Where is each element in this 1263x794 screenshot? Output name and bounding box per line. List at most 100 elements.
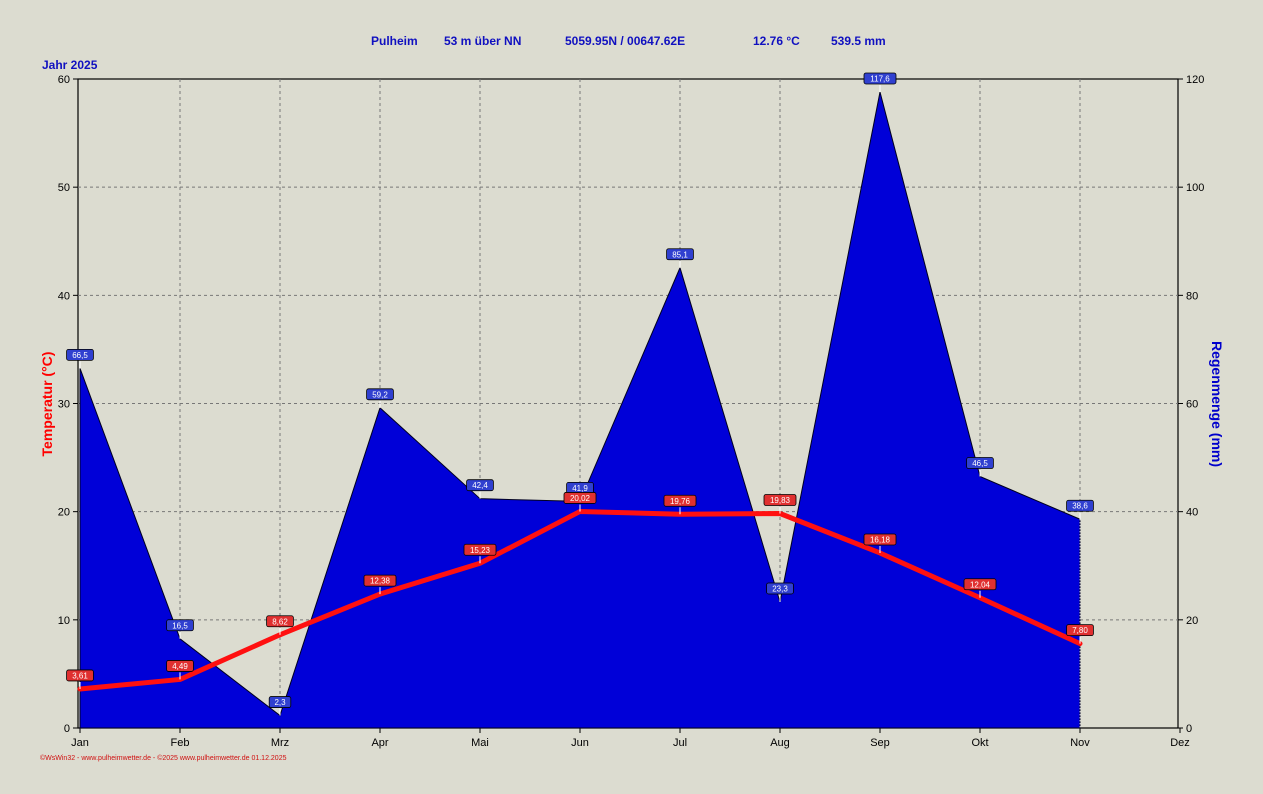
- y-right-tick-label: 40: [1186, 507, 1198, 519]
- data-label-text: 12,04: [970, 580, 991, 589]
- temperature-data-label: 12,04: [963, 578, 997, 598]
- data-label-text: 42,4: [472, 481, 488, 490]
- y-left-tick-label: 30: [58, 399, 70, 411]
- data-label-text: 38,6: [1072, 502, 1088, 511]
- x-tick-label: Mrz: [271, 737, 289, 749]
- data-label-box: [666, 248, 694, 261]
- rain-data-label: 59,2: [366, 388, 394, 408]
- data-label-box: [966, 457, 994, 469]
- x-tick-label: Jun: [571, 737, 589, 749]
- station-altitude: 53 m über NN: [444, 34, 522, 48]
- data-label-text: 15,23: [470, 546, 491, 555]
- data-label-box: [863, 72, 897, 85]
- data-label-box: [863, 533, 897, 546]
- station-name: Pulheim: [371, 34, 418, 48]
- data-label-box: [763, 494, 797, 506]
- temperature-data-label: 16,18: [863, 533, 897, 553]
- data-label-text: 66,5: [72, 351, 88, 360]
- data-label-box: [268, 696, 292, 708]
- rain-data-label: 85,1: [666, 248, 694, 268]
- x-tick-label: Nov: [1070, 737, 1090, 749]
- data-label-text: 59,2: [372, 390, 388, 399]
- rain-data-label: 16,5: [166, 619, 194, 639]
- data-label-text: 16,5: [172, 621, 188, 630]
- data-label-box: [1066, 499, 1094, 512]
- temperature-data-label: 19,83: [763, 494, 797, 514]
- x-tick-label: Feb: [171, 737, 190, 749]
- data-label-box: [663, 494, 697, 507]
- data-label-box: [366, 388, 394, 401]
- y-right-tick-label: 20: [1186, 615, 1198, 627]
- y-left-tick-label: 20: [58, 507, 70, 519]
- y-right-tick-label: 100: [1186, 182, 1204, 194]
- data-label-text: 3,61: [72, 671, 88, 680]
- y-right-axis-title: Regenmenge (mm): [1209, 341, 1225, 467]
- data-label-text: 2,3: [274, 698, 286, 707]
- temperature-data-label: 4,49: [166, 660, 194, 680]
- rain-data-label: 66,5: [66, 348, 94, 369]
- data-label-box: [66, 348, 94, 361]
- x-tick-label: Sep: [870, 737, 890, 749]
- data-label-text: 23,3: [772, 584, 788, 593]
- data-label-text: 46,5: [972, 459, 988, 468]
- data-label-box: [166, 619, 194, 632]
- y-left-tick-label: 0: [64, 723, 70, 735]
- x-tick-label: Jan: [71, 737, 89, 749]
- data-label-text: 20,02: [570, 494, 591, 503]
- data-label-text: 12,38: [370, 577, 391, 586]
- temperature-data-label: 15,23: [463, 543, 497, 564]
- data-label-box: [66, 669, 94, 682]
- temperature-data-label: 12,38: [363, 574, 397, 595]
- copyright-footer: ©WsWin32 - www.pulheimwetter.de - ©2025 …: [40, 755, 287, 762]
- y-right-tick-label: 60: [1186, 399, 1198, 411]
- y-right-tick-label: 80: [1186, 290, 1198, 302]
- data-label-box: [563, 492, 597, 504]
- data-label-box: [363, 574, 397, 587]
- data-label-text: 117,6: [870, 74, 890, 83]
- temperature-data-label: 3,61: [66, 669, 94, 689]
- x-tick-label: Aug: [770, 737, 790, 749]
- y-right-tick-label: 120: [1186, 74, 1204, 86]
- station-coordinates: 5059.95N / 00647.62E: [565, 34, 686, 48]
- y-left-axis-title: Temperatur (°C): [39, 352, 55, 457]
- rain-data-label: 42,4: [466, 479, 494, 499]
- y-left-tick-label: 50: [58, 182, 70, 194]
- rain-data-label: 117,6: [863, 72, 897, 92]
- y-left-tick-label: 10: [58, 615, 70, 627]
- data-label-text: 19,83: [770, 496, 791, 505]
- rain-data-label: 38,6: [1066, 499, 1094, 520]
- temperature-data-label: 7,80: [1066, 624, 1094, 644]
- data-label-box: [266, 615, 294, 628]
- y-left-tick-label: 60: [58, 74, 70, 86]
- y-left-tick-label: 40: [58, 290, 70, 302]
- rain-data-label: 23,3: [766, 582, 794, 602]
- data-label-text: 85,1: [672, 250, 688, 259]
- data-label-text: 7,80: [1072, 626, 1088, 635]
- data-label-box: [166, 660, 194, 672]
- data-label-text: 19,76: [670, 497, 691, 506]
- x-tick-label: Apr: [371, 737, 388, 749]
- x-tick-label: Mai: [471, 737, 489, 749]
- total-rain: 539.5 mm: [831, 34, 886, 48]
- rain-data-label: 46,5: [966, 457, 994, 477]
- rain-data-label: 2,3: [268, 696, 292, 716]
- y-right-tick-label: 0: [1186, 723, 1192, 735]
- data-label-box: [463, 543, 497, 556]
- data-label-text: 8,62: [272, 617, 288, 626]
- temperature-data-label: 20,02: [563, 492, 597, 512]
- data-label-box: [963, 578, 997, 591]
- temperature-data-label: 8,62: [266, 615, 294, 635]
- average-temperature: 12.76 °C: [753, 34, 800, 48]
- x-tick-label: Dez: [1170, 737, 1190, 749]
- x-tick-label: Jul: [673, 737, 687, 749]
- year-label: Jahr 2025: [42, 58, 98, 72]
- data-label-text: 4,49: [172, 662, 188, 671]
- data-label-text: 16,18: [870, 535, 891, 544]
- data-label-box: [766, 582, 794, 595]
- data-label-box: [1066, 624, 1094, 637]
- temperature-data-label: 19,76: [663, 494, 697, 515]
- data-label-box: [466, 479, 494, 492]
- x-tick-label: Okt: [971, 737, 988, 749]
